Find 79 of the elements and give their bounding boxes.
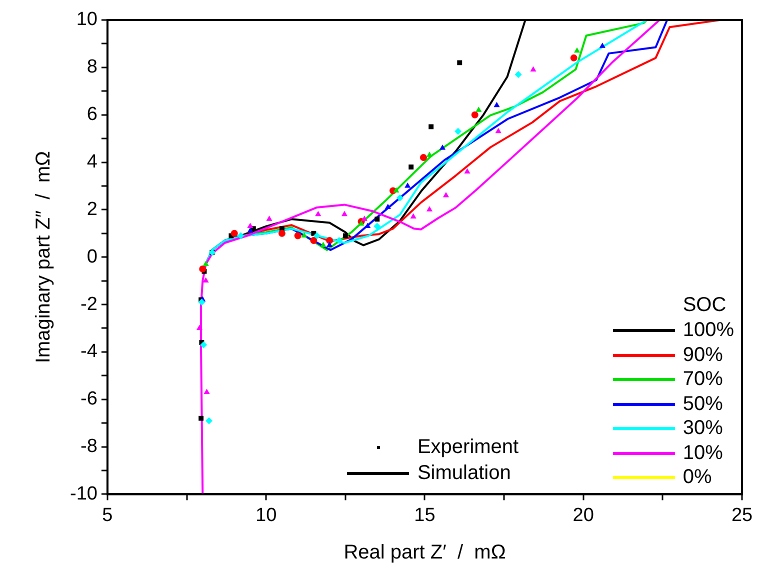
point [396, 194, 404, 202]
x-tick-label: 25 [731, 504, 753, 526]
point [205, 417, 212, 424]
legend-label: 30% [682, 417, 723, 440]
point [420, 154, 427, 162]
point [426, 152, 433, 157]
point [336, 237, 343, 244]
point [374, 216, 380, 222]
point [464, 168, 470, 174]
point [408, 164, 414, 170]
point [426, 206, 433, 212]
point [514, 71, 522, 78]
legend-title: SOC [682, 294, 728, 317]
point [530, 66, 536, 72]
x-tick-label: 15 [414, 504, 436, 526]
point [342, 233, 348, 238]
y-tick-label: 10 [76, 9, 98, 30]
point [247, 222, 254, 228]
x-tick-label: 20 [572, 504, 594, 526]
x-tick-label: 10 [256, 504, 277, 526]
point [204, 388, 210, 394]
point [476, 106, 482, 112]
point [278, 230, 286, 237]
point [202, 260, 209, 266]
point [384, 204, 391, 210]
y-axis-title: Imaginary part Z″ / mΩ [32, 151, 55, 364]
point [294, 232, 302, 240]
y-tick-label: 8 [86, 56, 98, 78]
point [301, 232, 308, 238]
point [326, 242, 333, 247]
point [570, 54, 578, 62]
point [599, 42, 606, 48]
point [198, 416, 204, 421]
legend-label: 70% [682, 368, 723, 392]
point [196, 324, 202, 330]
point [320, 242, 326, 247]
point [266, 216, 272, 221]
y-tick-label: -4 [80, 341, 98, 362]
point [494, 102, 500, 108]
point [393, 187, 400, 192]
y-tick-label: -6 [80, 388, 98, 410]
legend-label: 100% [682, 319, 734, 342]
point [198, 298, 206, 306]
legend-label: 0% [682, 466, 712, 490]
annotation: Simulation [417, 462, 511, 485]
point [199, 265, 206, 272]
legend-label: 10% [682, 442, 723, 465]
point [313, 232, 320, 240]
y-tick-label: -8 [80, 436, 98, 458]
x-tick-label: 5 [102, 504, 113, 526]
y-tick-label: 0 [86, 246, 98, 268]
point [310, 237, 318, 244]
annotation: Experiment [417, 436, 519, 459]
point [454, 128, 462, 135]
point [410, 213, 416, 219]
point [442, 192, 450, 198]
point [471, 111, 478, 118]
y-tick-label: 2 [86, 198, 98, 220]
point [574, 47, 580, 53]
legend-label: 50% [682, 392, 723, 416]
point [361, 216, 368, 221]
point [326, 237, 334, 244]
point [495, 128, 502, 134]
point [404, 182, 411, 188]
point [230, 230, 238, 237]
x-axis-title: Real part Z′ / mΩ [344, 542, 506, 564]
y-tick-label: 4 [86, 151, 98, 172]
point [315, 210, 322, 216]
point [428, 124, 434, 130]
y-tick-label: 6 [86, 104, 98, 126]
point [439, 144, 446, 150]
point [457, 60, 462, 66]
legend-label: 90% [682, 344, 723, 367]
y-tick-label: -2 [80, 294, 98, 315]
point [374, 222, 381, 230]
point [341, 210, 348, 216]
point [237, 232, 244, 240]
point [200, 341, 208, 348]
y-tick-label: -10 [70, 483, 98, 504]
